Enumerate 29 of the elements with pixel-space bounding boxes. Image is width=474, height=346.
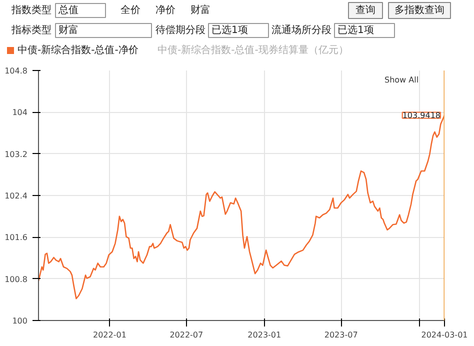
y-tick-label: 104.8 — [4, 66, 28, 76]
y-tick-label: 103.2 — [4, 150, 28, 159]
text: 财富 — [190, 4, 210, 16]
annotation: Show All — [384, 76, 419, 84]
text: 已选1项 — [338, 24, 374, 36]
text: 查询 — [356, 4, 376, 16]
legend-label: 中债-新综合指数-总值-净价 — [18, 44, 138, 56]
y-tick-label: 100.8 — [4, 274, 28, 284]
text: 待偿期分段 — [156, 24, 206, 36]
text: 中债-新综合指数-总值-现券结算量（亿元） — [158, 44, 348, 56]
text: 全价 — [120, 4, 140, 16]
x-tick-label: 2023-01 — [248, 330, 282, 340]
x-tick-label: 2022-01 — [92, 330, 126, 340]
x-tick-label: 2022-07 — [170, 330, 204, 340]
text: 净价 — [156, 4, 176, 16]
text: 总值 — [58, 4, 78, 16]
ref-line-label: 2024-03-01 — [421, 330, 468, 340]
annotation: 103.9418 — [402, 111, 440, 120]
text: 财富 — [58, 24, 78, 36]
text: 指数类型 — [10, 4, 52, 16]
text: 多指数查询 — [394, 4, 444, 16]
y-tick-label: 102.4 — [4, 192, 28, 200]
y-tick-label: 101.6 — [4, 233, 28, 242]
y-tick-label: 104 — [12, 108, 28, 118]
text: 指标类型 — [10, 24, 52, 36]
text: 流通场所分段 — [272, 24, 332, 36]
x-tick-label: 2023-07 — [324, 330, 358, 340]
y-tick-label: 100 — [12, 316, 28, 326]
text: 已选1项 — [212, 24, 248, 36]
